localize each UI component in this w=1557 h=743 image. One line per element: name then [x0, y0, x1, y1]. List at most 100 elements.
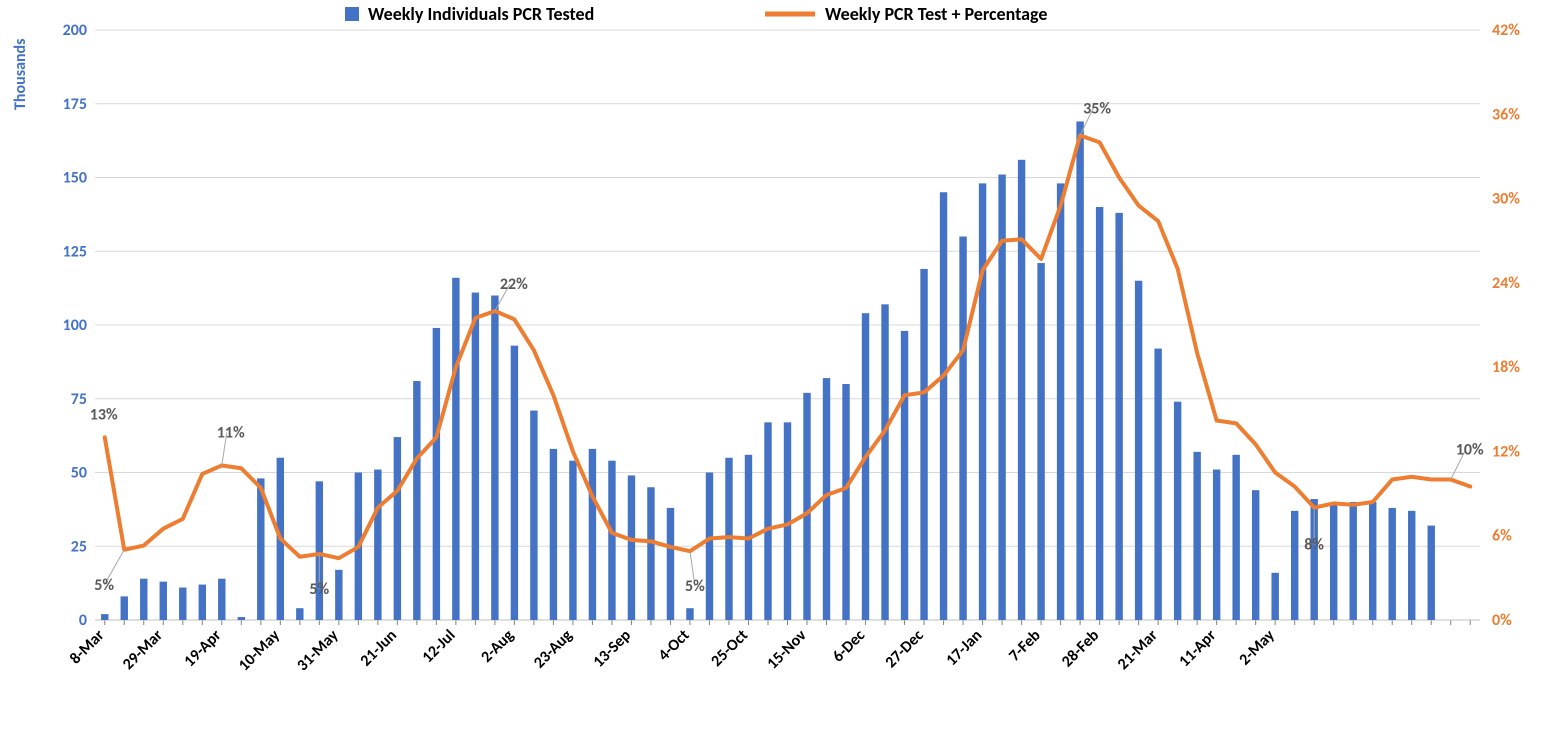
bar [1271, 573, 1278, 620]
bar [803, 393, 810, 620]
x-tick-label: 19-Apr [180, 626, 225, 671]
svg-text:0%: 0% [1492, 611, 1512, 630]
svg-text:100: 100 [63, 316, 87, 335]
bar [940, 192, 947, 620]
bar [140, 579, 147, 620]
bar [628, 475, 635, 620]
bar [160, 582, 167, 620]
callout-label: 11% [217, 423, 245, 442]
bar [491, 296, 498, 621]
bar [1096, 207, 1103, 620]
bar [1389, 508, 1396, 620]
x-tick-label: 11-Apr [1175, 626, 1220, 671]
x-tick-label: 10-May [235, 626, 284, 675]
svg-text:Weekly Individuals PCR Tested: Weekly Individuals PCR Tested [368, 3, 594, 25]
svg-text:25: 25 [71, 537, 87, 556]
bar [413, 381, 420, 620]
bar [218, 579, 225, 620]
bar [706, 473, 713, 621]
x-tick-label: 29-Mar [119, 626, 167, 674]
bar [121, 596, 128, 620]
svg-text:6%: 6% [1492, 527, 1512, 546]
x-tick-label: 8-Mar [66, 626, 108, 668]
bar [1291, 511, 1298, 620]
bar [335, 570, 342, 620]
bar [316, 481, 323, 620]
bar [608, 461, 615, 620]
x-tick-label: 15-Nov [763, 626, 811, 674]
bar [511, 346, 518, 620]
x-tick-label: 2-May [1235, 626, 1279, 670]
pcr-chart: Weekly Individuals PCR Tested Weekly PCR … [0, 0, 1557, 743]
svg-text:200: 200 [63, 21, 87, 40]
x-tick-label: 28-Feb [1058, 626, 1103, 671]
svg-text:12%: 12% [1492, 442, 1520, 461]
svg-text:125: 125 [63, 242, 87, 261]
callout-label: 8% [1304, 536, 1324, 555]
bar [199, 585, 206, 620]
left-axis-title: Thousands [11, 38, 30, 110]
svg-text:75: 75 [71, 390, 87, 409]
bar [920, 269, 927, 620]
bar [1330, 502, 1337, 620]
bar [550, 449, 557, 620]
bar [296, 608, 303, 620]
svg-text:Weekly PCR Test + Percentage: Weekly PCR Test + Percentage [825, 3, 1047, 25]
bar [179, 588, 186, 620]
x-tick-label: 7-Feb [1005, 626, 1045, 666]
bar [530, 411, 537, 620]
bar [1174, 402, 1181, 620]
bar [1349, 502, 1356, 620]
bar [667, 508, 674, 620]
bar [901, 331, 908, 620]
bar [1428, 526, 1435, 620]
bar [764, 422, 771, 620]
svg-text:50: 50 [71, 464, 87, 483]
bar [647, 487, 654, 620]
bar [1018, 160, 1025, 620]
bar [1193, 452, 1200, 620]
bar [1037, 263, 1044, 620]
callout-label: 35% [1083, 99, 1111, 118]
x-tick-label: 31-May [293, 626, 342, 675]
x-tick-label: 21-Mar [1114, 626, 1162, 674]
x-tick-label: 12-Jul [418, 626, 459, 667]
svg-text:0: 0 [79, 611, 87, 630]
bar [452, 278, 459, 620]
x-tick-label: 21-Jun [357, 626, 401, 670]
bar [433, 328, 440, 620]
svg-text:18%: 18% [1492, 358, 1520, 377]
bar [374, 470, 381, 620]
x-tick-label: 27-Dec [882, 626, 928, 672]
bar [686, 608, 693, 620]
bar [842, 384, 849, 620]
bar [1135, 281, 1142, 620]
callout-label: 10% [1456, 441, 1484, 460]
bar [472, 293, 479, 620]
bar [979, 183, 986, 620]
svg-text:24%: 24% [1492, 274, 1520, 293]
callout-label: 5% [685, 577, 705, 596]
bar [1213, 470, 1220, 620]
svg-text:42%: 42% [1492, 21, 1520, 40]
bar [1076, 121, 1083, 620]
bar [1408, 511, 1415, 620]
bar [394, 437, 401, 620]
bar [589, 449, 596, 620]
bar [1232, 455, 1239, 620]
chart-svg: Weekly Individuals PCR Tested Weekly PCR … [0, 0, 1557, 743]
bar [959, 237, 966, 621]
callout-label: 13% [90, 405, 118, 424]
bar [101, 614, 108, 620]
bar [238, 617, 245, 620]
bar [1057, 183, 1064, 620]
svg-text:150: 150 [63, 169, 87, 188]
x-tick-label: 2-Aug [477, 626, 518, 667]
callout-label: 22% [500, 275, 528, 294]
callout-label: 5% [94, 576, 114, 595]
bar [862, 313, 869, 620]
x-tick-label: 23-Aug [530, 626, 577, 673]
bar [569, 461, 576, 620]
svg-text:175: 175 [63, 95, 87, 114]
svg-text:30%: 30% [1492, 190, 1520, 209]
